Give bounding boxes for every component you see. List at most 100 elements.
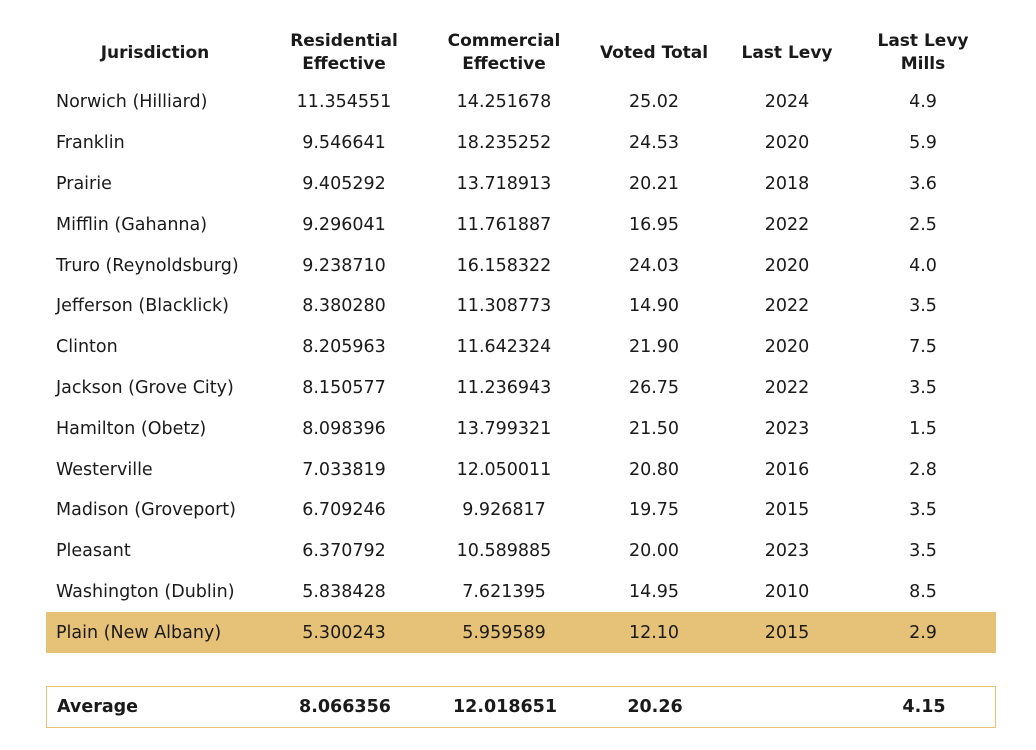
cell-last-levy: 2022 [764,296,810,317]
cell-voted-total: 21.90 [628,337,680,358]
cell-mills: 5.9 [909,133,937,154]
highlighted-table-row: Plain (New Albany) 5.300243 5.959589 12.… [46,612,996,654]
cell-residential: 9.238710 [302,255,386,276]
cell-voted-total: 14.95 [628,581,680,602]
table-row: Truro (Reynoldsburg) 9.238710 16.158322 … [46,245,996,286]
cell-voted-total: 20.00 [628,541,680,562]
average-label: Average [57,697,139,717]
table-row: Clinton 8.205963 11.642324 21.90 2020 7.… [46,327,996,368]
cell-jurisdiction: Clinton [56,337,118,358]
cell-last-levy: 2022 [764,214,810,235]
cell-jurisdiction: Jackson (Grove City) [56,377,234,398]
cell-voted-total: 24.03 [628,255,680,276]
cell-last-levy: 2023 [764,541,810,562]
cell-last-levy: 2015 [764,500,810,521]
cell-commercial: 13.718913 [456,173,552,194]
cell-commercial: 18.235252 [456,133,552,154]
cell-voted-total: 20.80 [628,459,680,480]
average-residential: 8.066356 [299,697,391,717]
cell-mills: 4.0 [909,255,937,276]
cell-voted-total: 12.10 [628,622,680,643]
table-row: Washington (Dublin) 5.838428 7.621395 14… [46,572,996,613]
cell-residential: 8.205963 [302,337,386,358]
cell-commercial: 7.621395 [462,581,546,602]
cell-commercial: 12.050011 [456,459,552,480]
table-row: Norwich (Hilliard) 11.354551 14.251678 2… [46,82,996,123]
table-row: Franklin 9.546641 18.235252 24.53 2020 5… [46,123,996,164]
cell-mills: 3.5 [909,296,937,317]
average-row: Average 8.066356 12.018651 20.26 4.15 [46,686,996,728]
cell-jurisdiction: Truro (Reynoldsburg) [56,255,239,276]
cell-last-levy: 2024 [764,92,810,113]
cell-voted-total: 14.90 [628,296,680,317]
average-last-levy [725,687,851,727]
cell-mills: 2.5 [909,214,937,235]
cell-commercial: 11.308773 [456,296,552,317]
cell-last-levy: 2020 [764,133,810,154]
table-header: Jurisdiction Residential Effective Comme… [46,24,996,82]
cell-last-levy: 2022 [764,377,810,398]
average-mills: 4.15 [902,697,946,717]
cell-last-levy: 2018 [764,173,810,194]
cell-commercial: 11.642324 [456,337,552,358]
table-body: Norwich (Hilliard) 11.354551 14.251678 2… [46,82,996,654]
cell-last-levy: 2016 [764,459,810,480]
cell-jurisdiction: Prairie [56,173,112,194]
cell-jurisdiction: Norwich (Hilliard) [56,92,208,113]
cell-last-levy: 2015 [764,622,810,643]
cell-jurisdiction: Pleasant [56,541,131,562]
cell-mills: 3.5 [909,541,937,562]
cell-jurisdiction: Jefferson (Blacklick) [56,296,229,317]
cell-last-levy: 2020 [764,255,810,276]
cell-voted-total: 24.53 [628,133,680,154]
cell-mills: 3.6 [909,173,937,194]
cell-mills: 3.5 [909,500,937,521]
cell-commercial: 16.158322 [456,255,552,276]
cell-commercial: 13.799321 [456,418,552,439]
table-row: Jackson (Grove City) 8.150577 11.236943 … [46,368,996,409]
table-row: Jefferson (Blacklick) 8.380280 11.308773… [46,286,996,327]
cell-residential: 5.838428 [302,581,386,602]
cell-mills: 2.8 [909,459,937,480]
table-row: Madison (Groveport) 6.709246 9.926817 19… [46,490,996,531]
cell-residential: 8.098396 [302,418,386,439]
cell-voted-total: 20.21 [628,173,680,194]
cell-mills: 3.5 [909,377,937,398]
cell-mills: 8.5 [909,581,937,602]
cell-voted-total: 19.75 [628,500,680,521]
cell-mills: 1.5 [909,418,937,439]
cell-jurisdiction: Franklin [56,133,125,154]
cell-residential: 9.296041 [302,214,386,235]
table-row: Prairie 9.405292 13.718913 20.21 2018 3.… [46,164,996,205]
cell-last-levy: 2020 [764,337,810,358]
cell-residential: 6.370792 [302,541,386,562]
cell-jurisdiction: Washington (Dublin) [56,581,235,602]
cell-voted-total: 26.75 [628,377,680,398]
cell-jurisdiction: Madison (Groveport) [56,500,236,521]
cell-mills: 2.9 [909,622,937,643]
cell-mills: 4.9 [909,92,937,113]
average-voted-total: 20.26 [627,697,683,717]
cell-commercial: 11.236943 [456,377,552,398]
table-row: Mifflin (Gahanna) 9.296041 11.761887 16.… [46,204,996,245]
cell-last-levy: 2010 [764,581,810,602]
cell-commercial: 11.761887 [456,214,552,235]
header-last-levy: Last Levy [741,42,833,63]
cell-jurisdiction: Hamilton (Obetz) [56,418,207,439]
cell-residential: 9.405292 [302,173,386,194]
cell-voted-total: 16.95 [628,214,680,235]
cell-commercial: 14.251678 [456,92,552,113]
table-row: Westerville 7.033819 12.050011 20.80 201… [46,449,996,490]
cell-mills: 7.5 [909,337,937,358]
table-row: Pleasant 6.370792 10.589885 20.00 2023 3… [46,531,996,572]
cell-voted-total: 21.50 [628,418,680,439]
cell-residential: 6.709246 [302,500,386,521]
cell-jurisdiction: Mifflin (Gahanna) [56,214,208,235]
header-last-levy-mills: Last Levy Mills [877,31,969,74]
header-jurisdiction: Jurisdiction [100,42,210,63]
table-row: Hamilton (Obetz) 8.098396 13.799321 21.5… [46,408,996,449]
cell-residential: 5.300243 [302,622,386,643]
cell-residential: 11.354551 [296,92,392,113]
cell-residential: 8.380280 [302,296,386,317]
cell-last-levy: 2023 [764,418,810,439]
